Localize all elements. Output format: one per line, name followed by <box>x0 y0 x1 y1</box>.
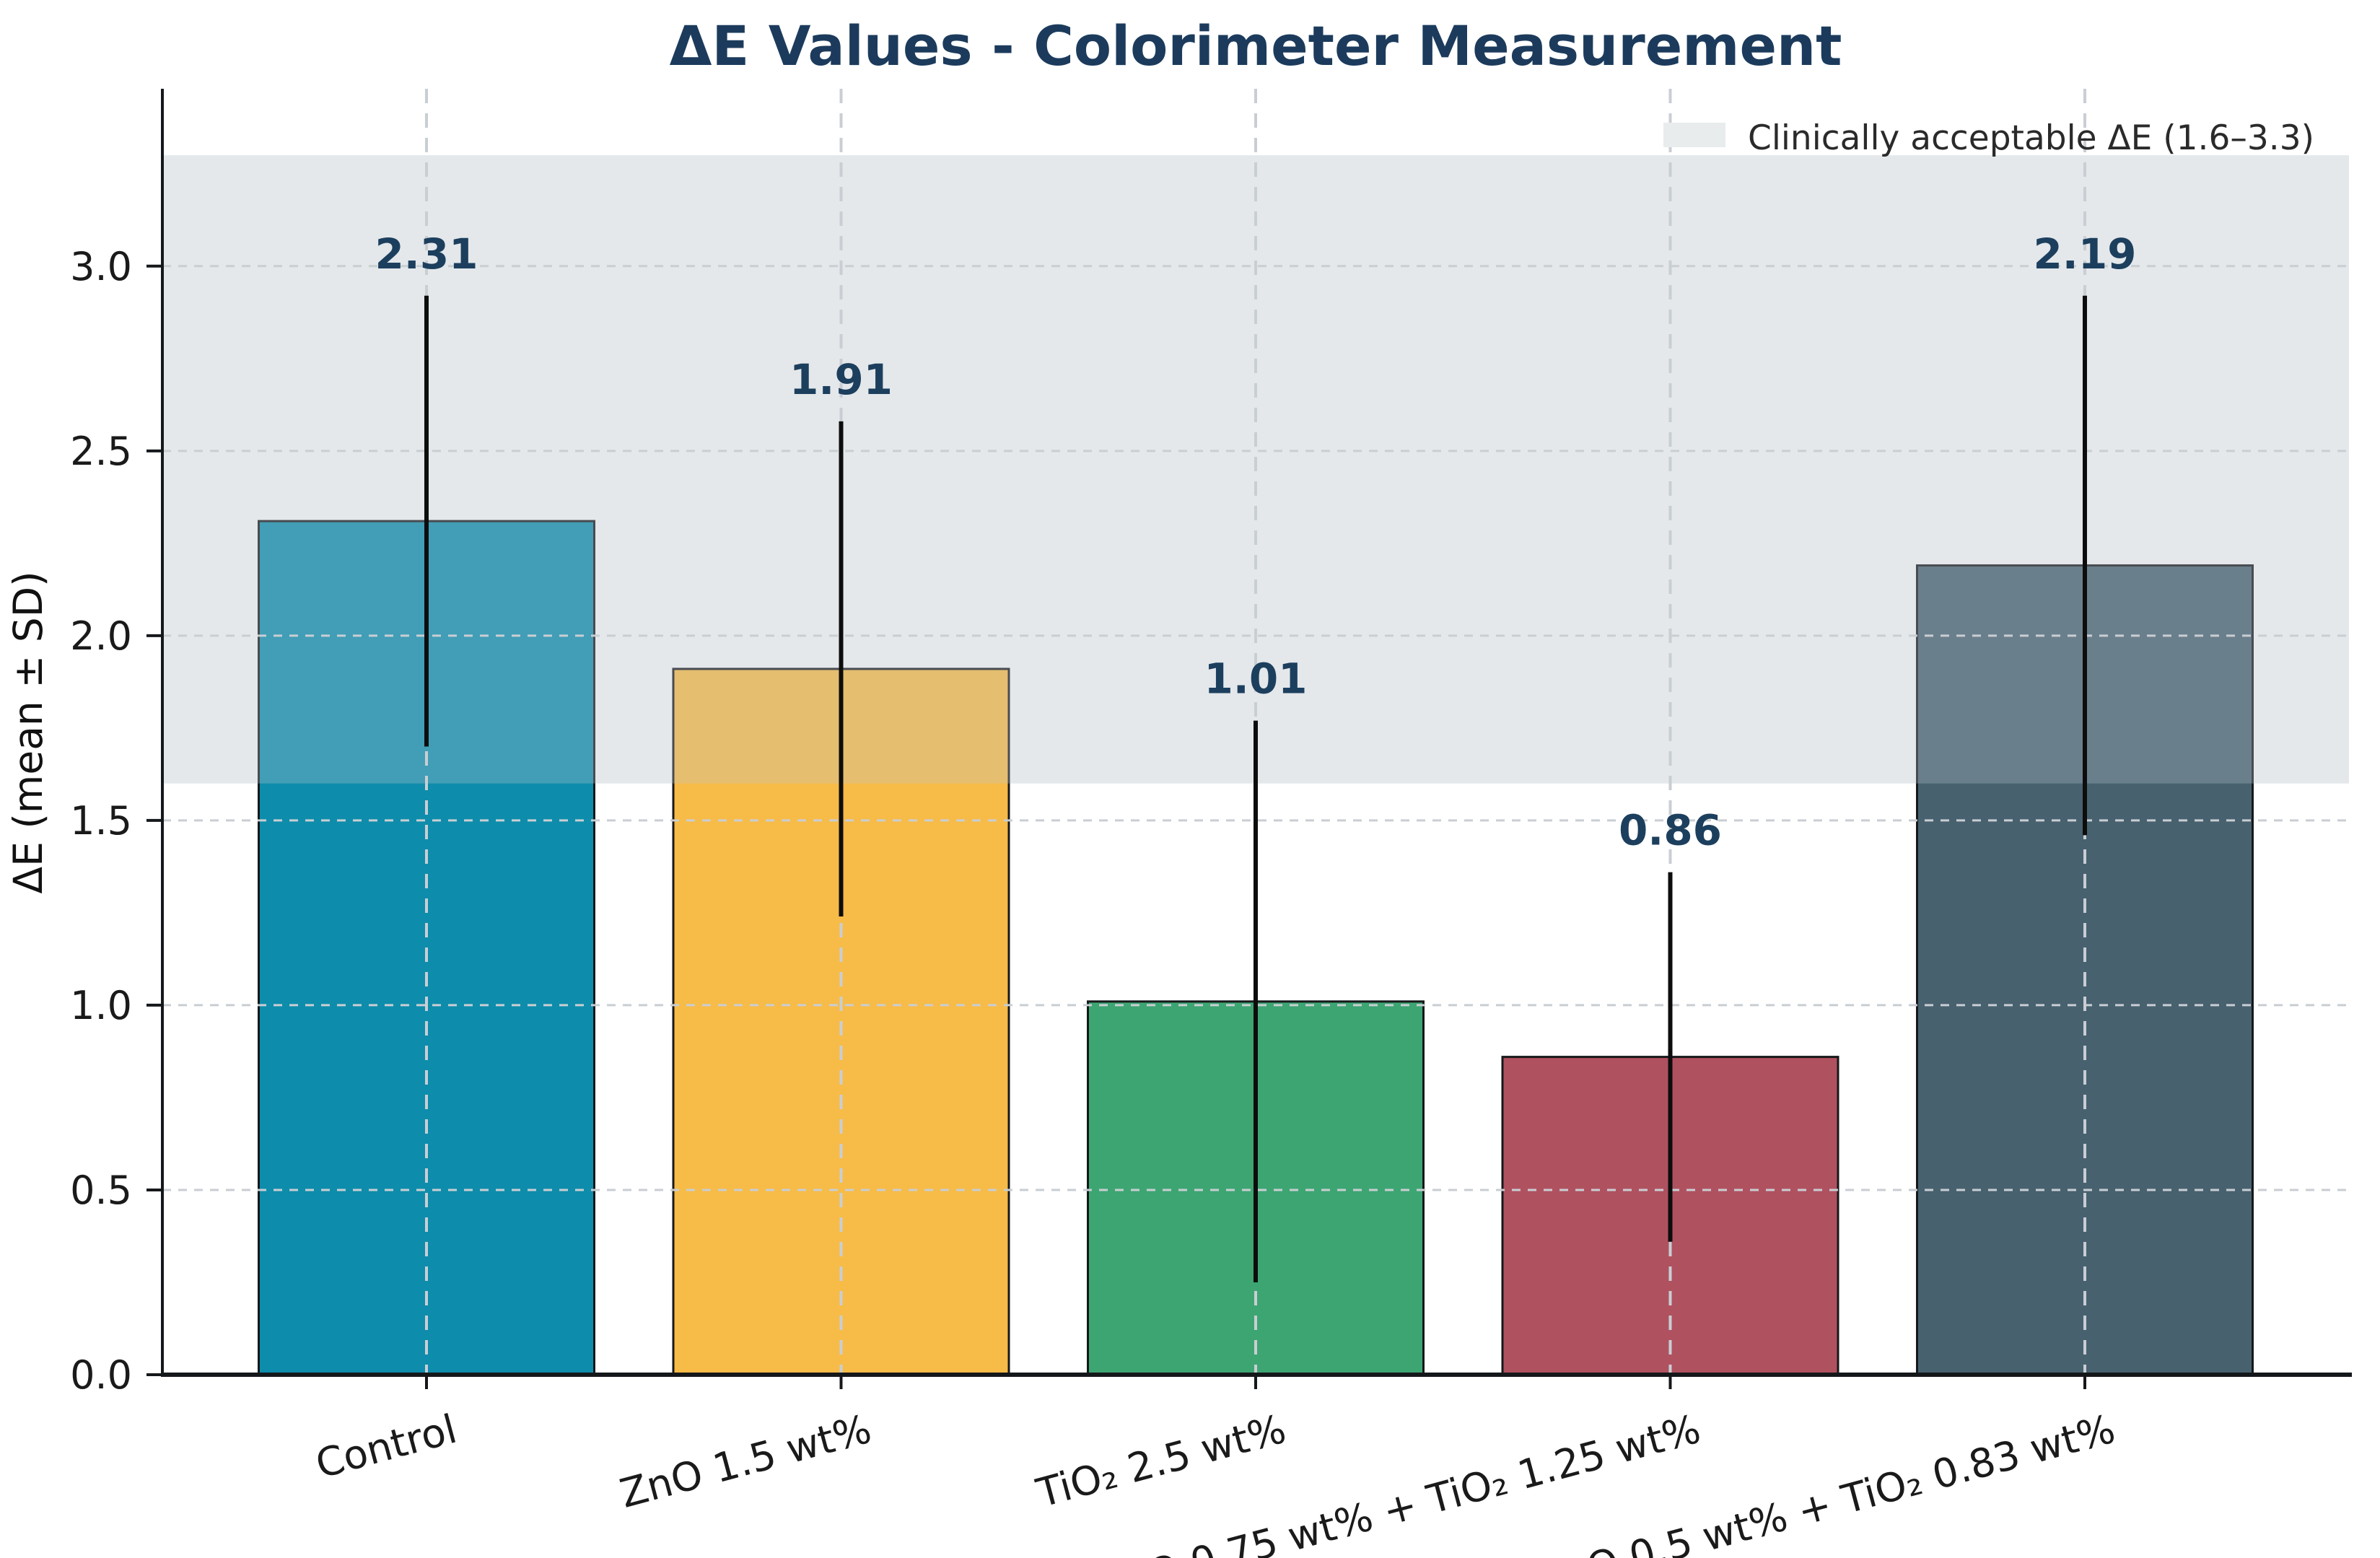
x-tick-labels: Control ZnO 1.5 wt% TiO₂ 2.5 wt%ZnO 0.75 w… <box>311 1406 2120 1558</box>
y-tick-label-2: 2.0 <box>70 613 132 659</box>
y-tick-label-2.5: 2.5 <box>70 429 132 474</box>
legend-swatch <box>1663 123 1725 147</box>
x-tick-label-control: Control <box>311 1406 462 1487</box>
y-tick-label-1.5: 1.5 <box>70 798 132 844</box>
x-tick-label-zno-0-75-wt-tio-1-25-wt: ZnO 0.75 wt% + TiO₂ 1.25 wt% <box>1093 1406 1705 1558</box>
y-tick-label-0: 0.0 <box>70 1352 132 1398</box>
value-label-zno-0-5-wt-tio-0-83-wt: 2.19 <box>2033 229 2136 279</box>
error-bars-group <box>424 295 2087 1282</box>
axis-tick-marks <box>146 264 2086 1389</box>
y-axis-label: ΔE (mean ± SD) <box>5 571 51 893</box>
y-tick-label-1: 1.0 <box>70 983 132 1028</box>
chart-title: ΔE Values - Colorimeter Measurement <box>670 14 1842 78</box>
value-labels-group: 2.31 1.91 1.01 0.86 2.19 <box>375 229 2136 855</box>
x-tick-label-tio-2-5-wt: TiO₂ 2.5 wt% <box>1031 1406 1290 1517</box>
y-tick-label-3: 3.0 <box>70 244 132 289</box>
y-tick-label-0.5: 0.5 <box>70 1168 132 1213</box>
value-label-zno-1-5-wt: 1.91 <box>789 355 893 404</box>
legend-label: Clinically acceptable ΔE (1.6–3.3) <box>1748 118 2314 158</box>
legend: Clinically acceptable ΔE (1.6–3.3) <box>1663 118 2314 158</box>
value-label-control: 2.31 <box>375 229 478 279</box>
value-label-zno-0-75-wt-tio-1-25-wt: 0.86 <box>1619 806 1722 855</box>
value-label-tio-2-5-wt: 1.01 <box>1204 655 1307 704</box>
y-tick-labels: 0.0 0.5 1.0 1.5 2.0 2.5 3.0 <box>70 244 132 1398</box>
x-tick-label-zno-1-5-wt: ZnO 1.5 wt% <box>615 1406 875 1517</box>
